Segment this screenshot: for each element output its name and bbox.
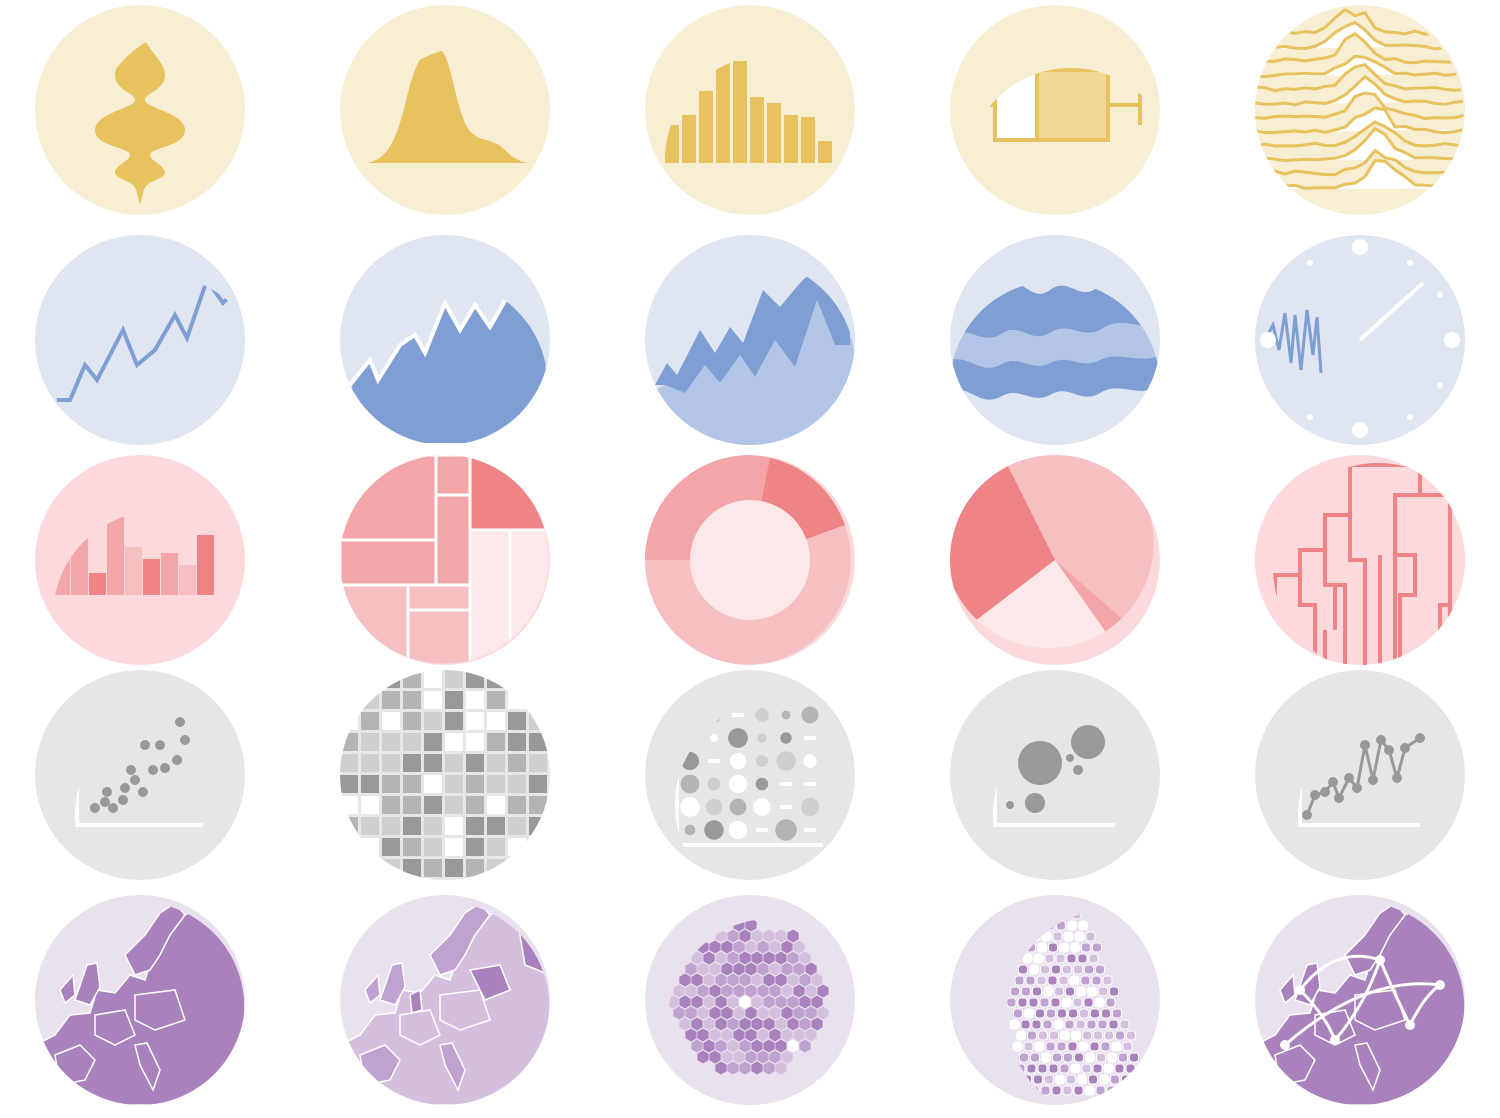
map-icon-graphic bbox=[35, 895, 245, 1105]
barplot-icon-graphic bbox=[35, 455, 245, 665]
map-icon bbox=[35, 895, 245, 1105]
ridgeline-icon bbox=[1255, 5, 1465, 215]
line-chart-icon-graphic bbox=[35, 235, 245, 445]
correlogram-icon-graphic bbox=[645, 670, 855, 880]
line-chart-icon bbox=[35, 235, 245, 445]
connected-scatter-icon bbox=[1255, 670, 1465, 880]
streamgraph-icon bbox=[950, 235, 1160, 445]
hexbin-map-icon bbox=[645, 895, 855, 1105]
hexbin-map-icon-graphic bbox=[645, 895, 855, 1105]
barplot-icon bbox=[35, 455, 245, 665]
cartogram-icon bbox=[950, 895, 1160, 1105]
stacked-area-icon bbox=[645, 235, 855, 445]
heatmap-icon bbox=[340, 670, 550, 880]
ridgeline-icon-graphic bbox=[1255, 5, 1465, 215]
time-series-icon-graphic bbox=[1255, 235, 1465, 445]
connection-map-icon bbox=[1255, 895, 1465, 1105]
area-chart-icon bbox=[340, 235, 550, 445]
cartogram-icon-graphic bbox=[950, 895, 1160, 1105]
density-icon-graphic bbox=[340, 5, 550, 215]
treemap-icon bbox=[340, 455, 550, 665]
bubble-icon-graphic bbox=[950, 670, 1160, 880]
stacked-area-icon-graphic bbox=[645, 235, 855, 445]
connected-scatter-icon-graphic bbox=[1255, 670, 1465, 880]
violin-icon-graphic bbox=[35, 5, 245, 215]
histogram-icon bbox=[645, 5, 855, 215]
histogram-icon-graphic bbox=[645, 5, 855, 215]
density-icon bbox=[340, 5, 550, 215]
boxplot-icon bbox=[950, 5, 1160, 215]
bubble-icon bbox=[950, 670, 1160, 880]
boxplot-icon-graphic bbox=[950, 5, 1160, 215]
scatter-icon-graphic bbox=[35, 670, 245, 880]
streamgraph-icon-graphic bbox=[950, 235, 1160, 445]
connection-map-icon-graphic bbox=[1255, 895, 1465, 1105]
time-series-icon bbox=[1255, 235, 1465, 445]
pie-chart-icon-graphic bbox=[950, 455, 1160, 665]
dendrogram-icon bbox=[1255, 455, 1465, 665]
heatmap-icon-graphic bbox=[340, 670, 550, 880]
pie-chart-icon bbox=[950, 455, 1160, 665]
treemap-icon-graphic bbox=[340, 455, 550, 665]
violin-icon bbox=[35, 5, 245, 215]
correlogram-icon bbox=[645, 670, 855, 880]
scatter-icon bbox=[35, 670, 245, 880]
choropleth-icon bbox=[340, 895, 550, 1105]
dendrogram-icon-graphic bbox=[1255, 455, 1465, 665]
donut-icon bbox=[645, 455, 855, 665]
donut-icon-graphic bbox=[645, 455, 855, 665]
area-chart-icon-graphic bbox=[340, 235, 550, 445]
choropleth-icon-graphic bbox=[340, 895, 550, 1105]
